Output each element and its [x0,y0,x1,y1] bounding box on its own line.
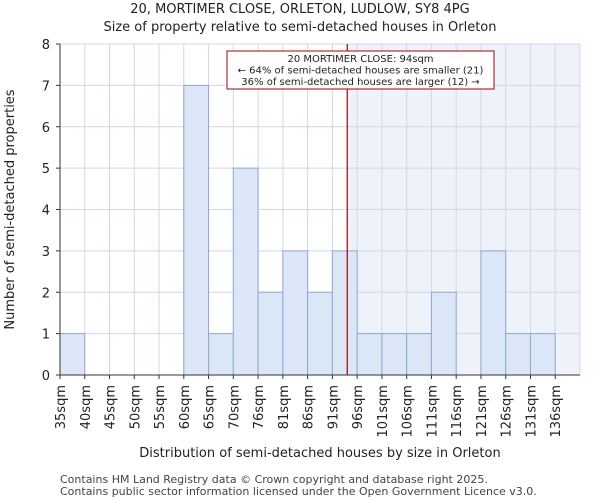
bar-81sqm [282,250,309,376]
y-tick-label: 0 [42,369,50,384]
x-tick-label: 121sqm [475,385,490,438]
x-tick-label: 35sqm [54,385,69,429]
x-tick-label: 116sqm [450,385,465,438]
y-tick-label: 5 [42,162,50,177]
x-tick-label: 65sqm [203,385,218,429]
x-tick-label: 106sqm [401,385,416,438]
footer-line-1: Contains HM Land Registry data © Crown c… [60,473,488,486]
bar-60sqm [183,84,210,376]
bar-76sqm [257,291,284,376]
bar-131sqm [529,333,556,376]
x-tick-label: 111sqm [425,385,440,438]
x-tick-label: 70sqm [227,385,242,429]
x-tick-label: 55sqm [153,385,168,429]
x-tick-label: 136sqm [549,385,564,438]
bar-126sqm [505,333,531,376]
y-axis-label: Number of semi-detached properties [3,89,18,329]
bar-121sqm [480,250,507,376]
x-tick-label: 86sqm [302,385,317,429]
x-tick-label: 101sqm [376,385,391,438]
bar-106sqm [406,333,432,376]
footer-line-2: Contains public sector information licen… [60,485,537,498]
chart-title: 20, MORTIMER CLOSE, ORLETON, LUDLOW, SY8… [130,2,470,17]
y-tick-label: 6 [42,121,50,136]
bar-86sqm [307,291,333,376]
bar-96sqm [356,333,383,376]
x-tick-label: 81sqm [277,385,292,429]
x-tick-label: 131sqm [524,385,539,438]
y-tick-label: 3 [42,245,50,260]
y-tick-label: 2 [42,286,50,301]
x-tick-label: 91sqm [326,385,341,429]
x-tick-label: 50sqm [128,385,143,429]
bar-70sqm [232,167,259,376]
annotation-line-3: 36% of semi-detached houses are larger (… [241,77,479,88]
y-tick-label: 4 [42,204,50,219]
chart-subtitle: Size of property relative to semi-detach… [103,20,497,35]
bar-91sqm [331,250,358,376]
x-tick-label: 40sqm [79,385,94,429]
x-tick-label: 45sqm [104,385,119,429]
x-axis-label: Distribution of semi-detached houses by … [139,446,500,461]
x-tick-label: 126sqm [500,385,515,438]
bar-101sqm [381,333,408,376]
annotation-line-1: 20 MORTIMER CLOSE: 94sqm [287,54,433,65]
x-tick-label: 60sqm [178,385,193,429]
x-tick-label: 96sqm [351,385,366,429]
bar-65sqm [208,333,234,376]
annotation-line-2: ← 64% of semi-detached houses are smalle… [238,66,484,77]
annotation-box [226,50,495,90]
bar-35sqm [59,333,86,376]
y-tick-label: 7 [42,79,50,94]
bar-111sqm [430,291,457,376]
y-tick-label: 1 [42,328,50,343]
x-tick-label: 76sqm [252,385,267,429]
y-tick-label: 8 [42,38,50,53]
